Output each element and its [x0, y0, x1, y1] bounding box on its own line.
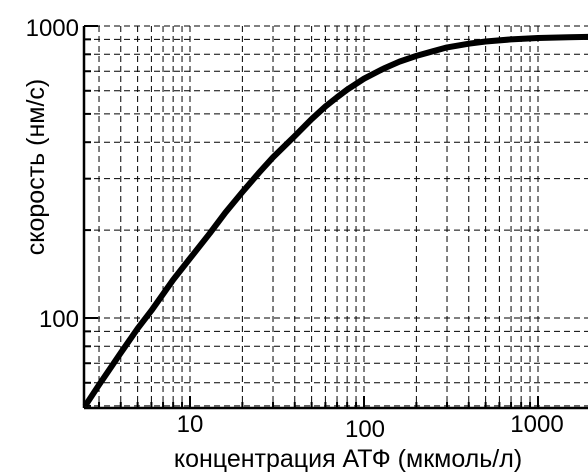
tick-marks	[84, 25, 539, 408]
x-axis-label: концентрация АТФ (мкмоль/л)	[174, 445, 522, 473]
y-tick-label-100: 100	[39, 306, 79, 333]
y-tick-label-1000: 1000	[26, 15, 79, 42]
x-tick-label-100: 100	[345, 416, 385, 443]
series-line	[82, 33, 588, 408]
x-tick-label-10: 10	[177, 411, 204, 438]
x-tick-label-1000: 1000	[510, 411, 563, 438]
grid-lines	[84, 25, 588, 408]
axes	[82, 26, 588, 410]
series-group	[82, 33, 588, 408]
y-axis-label: скорость (нм/с)	[22, 79, 50, 255]
